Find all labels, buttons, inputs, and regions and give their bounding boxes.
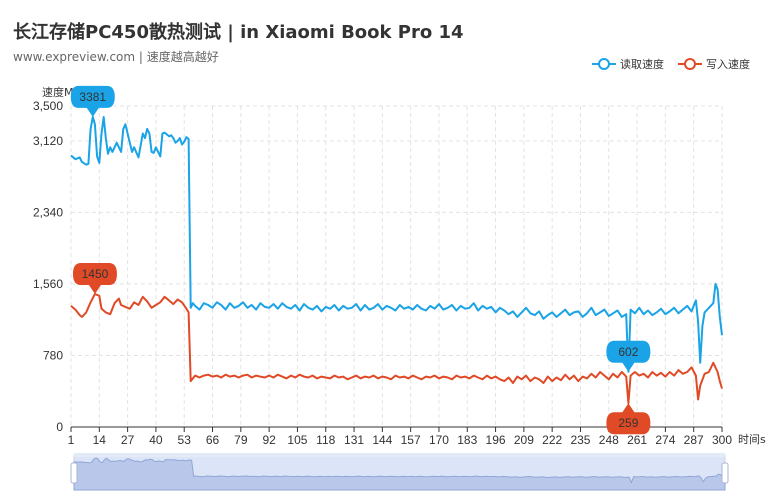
chart-title: 长江存储PC450散热测试 | in Xiaomi Book Pro 14	[13, 22, 464, 43]
x-tick-label: 235	[570, 433, 590, 447]
annotation-label: 3381	[79, 90, 106, 104]
zoom-handle-right[interactable]	[721, 462, 729, 484]
x-tick-label: 300	[712, 433, 732, 447]
y-tick-label: 780	[43, 348, 63, 362]
x-axis-label: 时间s	[738, 433, 766, 446]
x-tick-label: 248	[599, 433, 619, 447]
x-tick-label: 183	[457, 433, 477, 447]
x-tick-label: 40	[149, 433, 163, 447]
legend-swatch-read	[592, 57, 616, 71]
x-tick-label: 118	[316, 433, 335, 447]
zoom-top-bar[interactable]	[74, 453, 725, 457]
zoom-preview-area	[73, 457, 726, 491]
series-lines	[70, 115, 723, 405]
legend-item-write[interactable]: 写入速度	[678, 56, 750, 72]
x-tick-label: 209	[514, 433, 534, 447]
y-tick-label: 1,560	[33, 277, 63, 291]
x-tick-label: 1	[68, 433, 75, 447]
x-tick-label: 170	[429, 433, 449, 447]
annotation-label: 259	[618, 416, 638, 430]
x-tick-label: 92	[262, 433, 276, 447]
legend-label-read: 读取速度	[620, 58, 664, 71]
legend-label-write: 写入速度	[706, 58, 750, 71]
x-tick-label: 196	[486, 433, 506, 447]
annotation-pin[interactable]	[606, 340, 651, 372]
chart-subtitle: www.expreview.com | 速度越高越好	[13, 50, 219, 64]
x-tick-label: 222	[542, 433, 562, 447]
legend-swatch-write	[678, 57, 702, 71]
x-tick-label: 261	[627, 433, 647, 447]
grid-lines	[70, 105, 723, 427]
x-tick-label: 53	[178, 433, 192, 447]
y-tick-label: 3,120	[33, 134, 63, 148]
annotation-pin[interactable]	[72, 263, 117, 295]
zoom-handle-left[interactable]	[70, 462, 78, 484]
legend: 读取速度 写入速度	[592, 56, 750, 72]
y-tick-label: 2,340	[33, 205, 63, 219]
x-tick-label: 157	[401, 433, 421, 447]
y-tick-label: 0	[56, 420, 63, 434]
x-tick-label: 287	[684, 433, 704, 447]
x-tick-label: 14	[93, 433, 107, 447]
x-tick-label: 27	[121, 433, 135, 447]
annotation-pin[interactable]	[70, 85, 115, 117]
x-tick-label: 144	[372, 433, 392, 447]
annotation-pin[interactable]	[606, 403, 651, 435]
series-line-write	[70, 293, 723, 405]
annotations: 3381 1450 602 259	[70, 85, 651, 435]
annotation-label: 1450	[82, 267, 109, 281]
x-tick-label: 79	[234, 433, 248, 447]
x-tick-label: 66	[206, 433, 220, 447]
x-tick-label: 131	[344, 433, 364, 447]
x-tick-label: 274	[655, 433, 675, 447]
x-tick-label: 105	[287, 433, 307, 447]
series-line-read	[70, 115, 723, 373]
legend-item-read[interactable]: 读取速度	[592, 56, 664, 72]
annotation-label: 602	[618, 345, 638, 359]
data-zoom-slider[interactable]	[70, 453, 729, 491]
y-tick-label: 3,500	[33, 99, 63, 113]
